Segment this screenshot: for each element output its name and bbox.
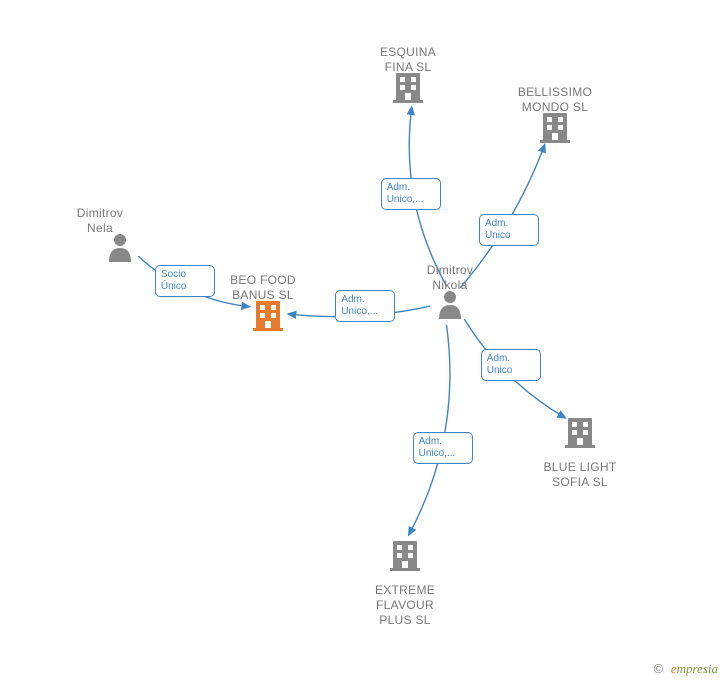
building-icon[interactable] xyxy=(253,301,283,331)
brand-rest: mpresia xyxy=(677,661,718,676)
person-icon[interactable] xyxy=(109,234,131,262)
building-icon[interactable] xyxy=(390,541,420,571)
edge-dimitrov_nikola-to-blue_light xyxy=(464,319,565,418)
edge-dimitrov_nikola-to-extreme_flavour xyxy=(409,325,450,536)
person-icon[interactable] xyxy=(439,291,461,319)
diagram-canvas xyxy=(0,0,728,685)
edge-dimitrov_nela-to-beo_food xyxy=(138,256,250,307)
building-icon[interactable] xyxy=(393,73,423,103)
edge-dimitrov_nikola-to-bellissimo xyxy=(460,144,545,288)
footer-credit: © empresia xyxy=(654,661,718,677)
building-icon[interactable] xyxy=(540,113,570,143)
edge-dimitrov_nikola-to-esquina_fina xyxy=(409,107,446,286)
copyright-symbol: © xyxy=(654,661,664,676)
building-icon[interactable] xyxy=(565,418,595,448)
edge-dimitrov_nikola-to-beo_food xyxy=(288,306,430,317)
